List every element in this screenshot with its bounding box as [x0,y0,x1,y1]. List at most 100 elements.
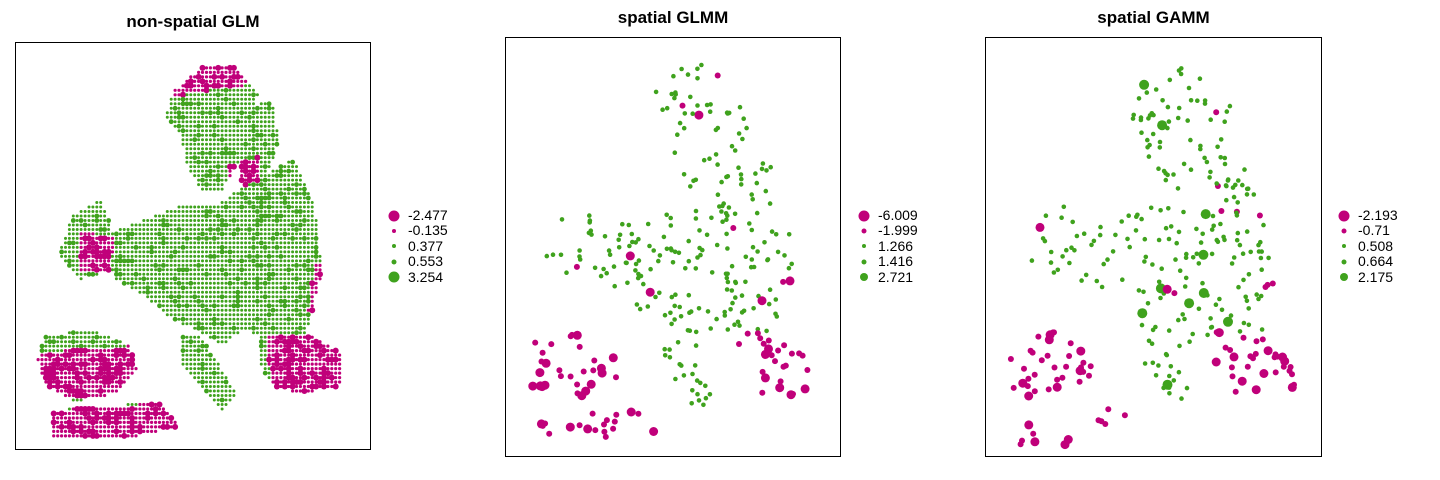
data-point [130,367,134,371]
data-point [267,250,271,254]
data-point [118,250,122,254]
data-point [266,271,272,277]
data-point [103,335,107,339]
data-point [559,217,565,222]
data-point [240,84,244,88]
data-point [236,84,240,88]
data-point [110,411,115,416]
data-point [228,210,232,213]
data-point [240,147,244,151]
data-point [310,277,314,281]
data-point [1224,183,1229,189]
data-point [71,407,75,411]
data-point [134,228,138,231]
data-point [255,254,260,259]
data-point [107,335,111,339]
data-point [83,272,87,276]
data-point [52,380,56,384]
data-point [668,246,674,251]
data-point [103,420,107,424]
data-point [279,304,283,308]
data-point [281,383,288,390]
data-point [267,223,271,227]
data-point [193,120,197,124]
data-point [212,277,216,281]
data-point [1263,346,1273,356]
data-point [220,111,224,115]
data-point [287,178,291,182]
data-point [224,398,228,402]
data-point [259,174,263,178]
data-point [63,389,68,393]
data-point [107,425,111,429]
data-point [310,367,314,371]
data-point [220,178,224,182]
data-point [189,160,193,164]
data-point [228,138,232,142]
data-point [715,162,720,167]
data-point [220,70,224,74]
data-point [267,340,271,344]
data-point [118,358,122,362]
data-point [287,174,291,178]
data-point [266,191,272,197]
data-point [664,212,669,218]
data-point [220,335,224,339]
data-point [177,290,181,294]
data-point [287,277,291,281]
data-point [730,225,737,231]
data-point [302,259,306,263]
data-point [70,423,77,430]
data-point [205,367,208,371]
data-point [638,273,644,279]
data-point [216,308,220,312]
data-point [134,425,138,429]
data-point [56,429,60,433]
data-point [75,223,79,227]
data-point [177,205,181,209]
data-point [146,236,150,240]
data-point [244,102,248,106]
data-point [656,258,661,264]
data-point [216,75,220,79]
data-point [205,263,208,267]
data-point [94,218,100,223]
data-point [130,254,134,258]
data-point [294,335,299,339]
data-point [302,183,306,187]
data-point [212,178,216,182]
data-point [283,290,287,294]
data-point [205,250,208,254]
data-point [738,172,744,177]
data-point [267,201,271,204]
data-point [208,362,212,366]
data-point [275,201,279,204]
data-point [271,183,275,187]
data-point [255,138,259,142]
data-point [232,331,236,335]
data-point [271,120,275,124]
data-point [201,133,204,137]
data-point [291,317,295,321]
data-point [224,178,228,182]
data-point [208,268,212,272]
data-point [291,228,295,231]
data-point [228,214,232,218]
data-point [298,222,303,228]
data-point [236,70,240,74]
data-point [86,235,92,242]
data-point [91,223,95,227]
data-point [56,434,60,438]
data-point [205,295,208,299]
data-point [224,268,228,272]
data-point [285,365,292,372]
data-point [208,97,212,101]
data-point [291,174,295,178]
data-point [1059,215,1064,220]
data-point [193,263,197,267]
data-point [87,349,91,353]
data-point [193,111,197,115]
data-point [105,419,112,426]
data-point [70,240,76,246]
data-point [173,272,177,276]
